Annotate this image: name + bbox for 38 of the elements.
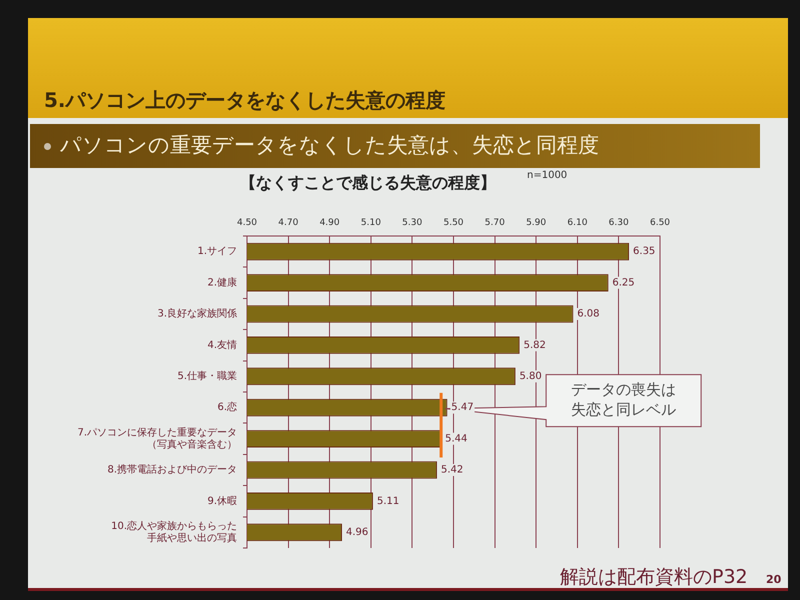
- y-tick-label: 1.サイフ: [197, 246, 237, 258]
- x-tick-label: 5.10: [360, 218, 382, 228]
- x-tick-label: 6.10: [567, 218, 588, 228]
- x-tick-label: 5.50: [443, 218, 464, 228]
- y-tick-label: 6.恋: [217, 401, 237, 414]
- data-label: 5.42: [440, 464, 464, 476]
- x-tick-label: 4.70: [278, 218, 299, 228]
- chart-subtitle: パソコンの重要データをなくした失意は、失恋と同程度: [60, 132, 599, 159]
- data-label: 5.80: [519, 370, 542, 382]
- x-tick-label: 5.90: [526, 218, 546, 228]
- y-tick-label: 2.健康: [207, 276, 237, 288]
- text: n=1000: [527, 170, 568, 182]
- text: 解説は配布資料のP32: [560, 566, 748, 589]
- x-tick-label: 4.50: [236, 218, 258, 228]
- x-tick-label: 6.50: [650, 218, 670, 228]
- data-label: 5.44: [445, 433, 468, 444]
- y-tick-label: 7.パソコンに保存した重要なデータ（写真や音楽含む）: [77, 426, 237, 450]
- y-tick-label: 5.仕事・職業: [177, 370, 237, 382]
- text: 【なくすことで感じる失意の程度】: [240, 173, 496, 192]
- y-tick-label: 3.良好な家族関係: [157, 308, 237, 320]
- data-label: 5.11: [376, 496, 400, 507]
- y-tick-label: 8.携帯電話および中のデータ: [107, 464, 237, 476]
- text: 20: [766, 573, 782, 586]
- data-label: 5.82: [524, 340, 546, 351]
- data-label: 6.35: [633, 246, 656, 258]
- annotation: データの喪失は失恋と同レベル: [571, 380, 676, 418]
- data-label: 6.08: [577, 308, 600, 320]
- y-tick-label: 4.友情: [207, 338, 237, 351]
- x-tick-label: 5.30: [402, 218, 422, 228]
- data-label: 4.96: [346, 526, 368, 538]
- y-tick-label: 10.恋人や家族からもらった手紙や思い出の写真: [111, 520, 237, 544]
- chart-title: 5.パソコン上のデータをなくした失意の程度: [44, 87, 446, 113]
- x-tick-label: 6.30: [608, 218, 629, 228]
- y-tick-label: 9.休暇: [207, 496, 237, 507]
- x-tick-label: 4.90: [320, 218, 340, 228]
- x-tick-label: 5.70: [484, 218, 506, 228]
- data-label: 5.47: [451, 402, 474, 414]
- data-label: 6.25: [612, 277, 635, 288]
